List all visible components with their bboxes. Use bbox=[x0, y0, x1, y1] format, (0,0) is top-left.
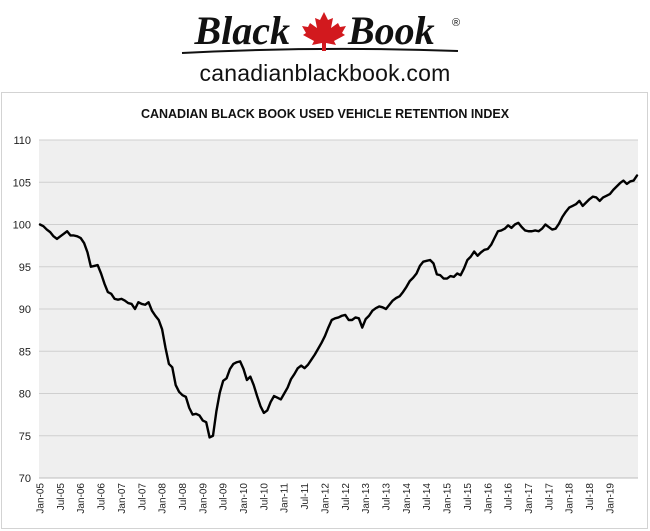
x-tick-label: Jul-18 bbox=[585, 483, 596, 511]
x-axis-ticks: Jan-05 Jul-05 Jan-06 Jul-06 Jan-07 Jul-07 Jan-… bbox=[36, 483, 617, 514]
x-tick-label: Jan-08 bbox=[158, 483, 169, 514]
x-tick-label: Jul-12 bbox=[341, 483, 352, 511]
x-tick-label: Jan-11 bbox=[280, 483, 291, 513]
x-tick-label: Jul-05 bbox=[56, 483, 67, 511]
brand-header: Black Book ® canadianblackbook.com bbox=[0, 0, 650, 92]
chart-title: CANADIAN BLACK BOOK USED VEHICLE RETENTI… bbox=[140, 107, 510, 121]
logo-word-left: Black bbox=[193, 8, 290, 53]
x-tick-label: Jan-17 bbox=[524, 483, 535, 514]
x-tick-label: Jul-09 bbox=[219, 483, 230, 511]
x-tick-label: Jul-07 bbox=[137, 483, 148, 511]
y-tick-label: 70 bbox=[19, 473, 31, 485]
x-tick-label: Jan-12 bbox=[320, 483, 331, 514]
black-book-logo: Black Book ® bbox=[181, 8, 460, 54]
x-tick-label: Jul-13 bbox=[381, 483, 392, 511]
x-tick-label: Jul-15 bbox=[463, 483, 474, 511]
x-tick-label: Jul-16 bbox=[504, 483, 515, 511]
y-tick-label: 80 bbox=[19, 389, 31, 401]
x-tick-label: Jan-06 bbox=[76, 483, 87, 514]
x-tick-label: Jan-19 bbox=[605, 483, 616, 514]
x-tick-label: Jan-16 bbox=[483, 483, 494, 514]
x-tick-label: Jul-06 bbox=[97, 483, 108, 511]
maple-leaf-icon bbox=[302, 12, 346, 51]
y-tick-label: 105 bbox=[13, 177, 31, 189]
registered-mark: ® bbox=[452, 17, 460, 29]
retention-index-line bbox=[38, 174, 639, 439]
gridlines bbox=[39, 139, 638, 479]
y-tick-label: 90 bbox=[19, 304, 31, 316]
x-tick-label: Jan-14 bbox=[402, 483, 413, 514]
x-tick-label: Jul-17 bbox=[544, 483, 555, 511]
x-tick-label: Jul-08 bbox=[178, 483, 189, 511]
x-tick-label: Jul-11 bbox=[300, 483, 311, 510]
x-tick-label: Jan-07 bbox=[117, 483, 128, 514]
x-tick-label: Jan-09 bbox=[198, 483, 209, 514]
x-tick-label: Jan-10 bbox=[239, 483, 250, 514]
y-tick-label: 95 bbox=[19, 262, 31, 274]
y-tick-label: 85 bbox=[19, 346, 31, 358]
logo-word-right: Book bbox=[347, 8, 435, 53]
site-url: canadianblackbook.com bbox=[199, 60, 451, 86]
x-tick-label: Jul-10 bbox=[259, 483, 270, 511]
x-tick-label: Jan-18 bbox=[565, 483, 576, 514]
y-tick-label: 75 bbox=[19, 431, 31, 443]
y-tick-label: 100 bbox=[13, 220, 31, 232]
x-tick-label: Jan-05 bbox=[36, 483, 47, 514]
y-tick-label: 110 bbox=[13, 135, 31, 147]
x-tick-label: Jan-13 bbox=[361, 483, 372, 514]
y-axis-ticks: 70 75 80 85 90 95 100 105 110 bbox=[13, 135, 31, 485]
x-tick-label: Jan-15 bbox=[443, 483, 454, 514]
x-tick-label: Jul-14 bbox=[422, 483, 433, 511]
